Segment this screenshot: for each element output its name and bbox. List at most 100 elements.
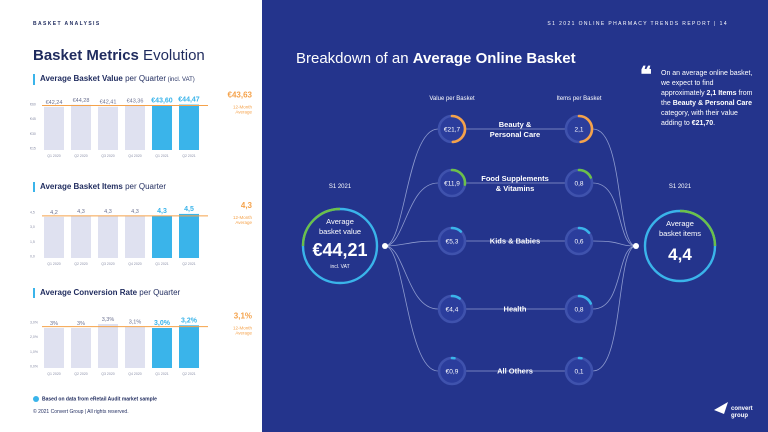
items-share-arc (577, 114, 594, 144)
x-tick-label: Q1 2020 (47, 154, 60, 158)
left-panel: BASKET ANALYSIS Basket Metrics Evolution… (0, 0, 262, 432)
conversion-rate-chart: 3,0% 2,0% 1,0% 0,0% 3% Q1 2020 3% Q2 2020 3,3% Q3… (30, 312, 252, 376)
bar (125, 326, 145, 368)
value-share-arc (450, 294, 461, 300)
bar (152, 328, 172, 368)
x-tick-label: Q1 2020 (47, 262, 60, 266)
data-label: 4,3 (104, 209, 112, 215)
y-tick-label: 4,5 (30, 211, 35, 215)
section-label: BASKET ANALYSIS (33, 21, 101, 27)
bar (179, 104, 199, 150)
bar (152, 105, 172, 150)
avg-value-number: €44,21 (312, 240, 367, 260)
y-tick-label: €45 (30, 117, 36, 121)
bar (71, 328, 91, 368)
bar (179, 213, 199, 258)
x-tick-label: Q1 2021 (155, 262, 168, 266)
category-items: 0,1 (574, 369, 583, 376)
data-label: 4,5 (184, 206, 194, 213)
bar (98, 106, 118, 150)
data-label: 3,1% (129, 320, 142, 326)
category-value: €0,9 (446, 369, 459, 376)
value-share-arc (450, 226, 463, 233)
x-tick-label: Q2 2021 (182, 262, 195, 266)
data-label: 4,3 (77, 209, 85, 215)
connector-line (384, 240, 439, 247)
value-share-arc (450, 168, 467, 186)
bar (152, 215, 172, 258)
items-share-arc (577, 226, 591, 235)
bar (44, 328, 64, 368)
category-value: €4,4 (446, 307, 459, 314)
data-label: 3,3% (102, 317, 115, 323)
report-header: S1 2021 ONLINE PHARMACY TRENDS REPORT | … (547, 21, 728, 27)
data-label: 3,2% (181, 317, 198, 324)
average-value-label: 3,1% (234, 312, 252, 321)
quote-icon: ❝ (640, 62, 652, 87)
column-header-items: Items per Basket (556, 96, 601, 102)
average-value-label: €43,63 (228, 90, 253, 99)
connector-line (592, 245, 637, 310)
y-tick-label: €15 (30, 147, 36, 151)
period-label-left: S1 2021 (329, 184, 352, 190)
bar (98, 324, 118, 368)
x-tick-label: Q2 2020 (74, 372, 87, 376)
x-tick-label: Q3 2020 (101, 372, 114, 376)
data-label: 4,3 (157, 208, 167, 215)
period-label-right: S1 2021 (669, 184, 692, 190)
quote-text: On an average online basket, we expect t… (661, 70, 753, 127)
connector-line (592, 240, 637, 247)
category-value: €5,3 (446, 239, 459, 246)
data-label: 3% (77, 321, 85, 327)
basket-breakdown-diagram: Value per Basket Items per Basket S1 2021 S… (301, 96, 753, 419)
y-tick-label: 2,0% (30, 335, 38, 339)
y-tick-label: €30 (30, 132, 36, 136)
avg-items-label: basket items (659, 229, 701, 238)
average-note: Average (235, 109, 252, 114)
value-share-arc (450, 114, 467, 144)
x-tick-label: Q1 2021 (155, 154, 168, 158)
logo-text: convert (731, 406, 753, 412)
bar (125, 105, 145, 150)
avg-items-label: Average (666, 219, 694, 228)
junction-dot (633, 243, 639, 249)
data-label: 3% (50, 321, 58, 327)
y-tick-label: 3,0% (30, 321, 38, 325)
data-label: €42,24 (46, 100, 63, 106)
category-name: Beauty & (499, 120, 532, 129)
category-value: €11,9 (444, 181, 460, 188)
connector-line (384, 128, 439, 247)
breakdown-title: Breakdown of an Average Online Basket (296, 50, 576, 67)
average-note: Average (235, 331, 252, 336)
data-label: €43,60 (151, 97, 173, 104)
category-items: 2,1 (574, 127, 583, 134)
x-tick-label: Q1 2021 (155, 372, 168, 376)
avg-items-number: 4,4 (668, 245, 692, 264)
category-name: Food Supplements (481, 174, 549, 183)
basket-items-chart: 4,5 3,0 1,5 0,0 4,2 Q1 2020 4,3 Q2 2020 4,3 Q3 20… (30, 201, 253, 266)
column-header-value: Value per Basket (429, 96, 475, 102)
data-label: €44,28 (73, 98, 90, 104)
logo-text: group (731, 413, 748, 419)
category-value: €21,7 (444, 127, 461, 134)
connector-line (592, 245, 637, 372)
average-value-label: 4,3 (241, 201, 253, 210)
connector-line (384, 182, 439, 247)
connector-line (384, 245, 439, 310)
page-title: Basket Metrics Evolution (33, 47, 205, 64)
bar (179, 325, 199, 368)
items-share-arc (577, 168, 593, 179)
average-note: 12-Month (233, 104, 253, 109)
bar (71, 104, 91, 150)
data-label: €44,47 (178, 97, 200, 104)
bar (125, 215, 145, 258)
data-label: €42,41 (100, 100, 117, 106)
conversion-chart-heading: Average Conversion Rate per Quarter (33, 288, 180, 298)
y-tick-label: 0,0% (30, 365, 38, 369)
y-tick-label: 3,0 (30, 225, 35, 229)
category-items: 0,8 (574, 181, 583, 188)
y-tick-label: 1,5 (30, 240, 35, 244)
avg-items-arc (679, 209, 717, 247)
value-chart-heading: Average Basket Value per Quarter (incl. … (33, 74, 195, 85)
bar (44, 216, 64, 258)
